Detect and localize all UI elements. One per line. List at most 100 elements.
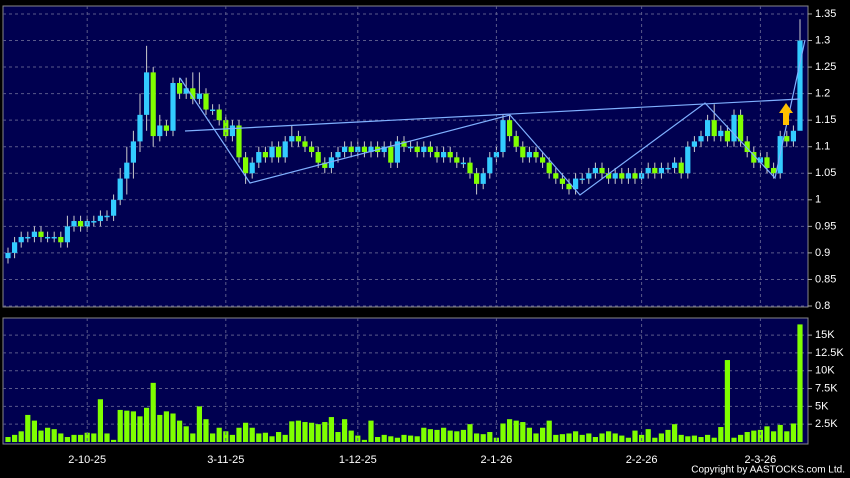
candle-body [625,173,631,179]
candle-body [249,162,255,174]
candle-body [705,120,711,137]
volume-bar [335,432,341,442]
volume-bar [771,431,777,442]
candle-body [658,167,664,174]
candle-body [731,114,737,142]
breakout-arrow [779,103,793,125]
volume-bar [45,427,51,442]
candle-body [751,152,757,163]
plot-layer: 0.8 0.85 0.9 0.95 1 1.05 1.1 1.15 1.2 1.25 1.3 1.35… [3,6,844,466]
candle-body [130,141,136,163]
volume-bar [414,436,420,442]
candle-body [170,82,176,131]
y-tick-label: 1.05 [815,167,836,179]
candle-body [427,146,433,153]
volume-bar [196,406,202,442]
candle-body [309,146,315,153]
candle-body [771,167,777,174]
volume-bar [269,436,275,442]
volume-bar [322,422,328,442]
volume-panel [2,317,809,445]
volume-bar [163,411,169,442]
candle-body [698,136,704,142]
volume-bar [58,433,64,442]
candle-body [454,157,460,163]
volume-bar [84,432,90,442]
candle-body [520,146,526,158]
candle-body [163,125,169,131]
candle-body [645,167,651,174]
volume-bar [295,420,301,442]
y-tick-label: 1.15 [815,114,836,126]
candle-body [579,178,585,181]
candle-body [183,88,189,94]
candle-body [243,157,249,174]
y-tick-label: 0.9 [815,247,830,259]
candle-body [764,157,770,168]
volume-bar [718,427,724,442]
volume-bar [738,434,744,442]
volume-bar [579,434,585,442]
y-tick-label: 12.5K [815,347,844,359]
candle-body [612,173,618,179]
neckline [184,98,801,132]
volume-bar [533,433,539,442]
candle-body [724,130,730,142]
volume-bar [111,439,117,442]
volume-bar [276,432,282,442]
candle-body [256,152,262,163]
candle-body [553,173,559,179]
volume-bar [183,426,189,442]
volume-bar [586,433,592,442]
candle-body [513,136,519,147]
volume-bar [652,437,658,442]
volume-bar [170,413,176,442]
volume-bar [764,426,770,442]
candle-body [355,146,361,153]
candle-body [711,120,717,137]
volume-bar [262,432,268,442]
candle-body [487,157,493,174]
candle-body [124,162,130,179]
volume-bar [685,436,691,442]
y-tick-label: 1.2 [815,88,830,100]
candle-body [71,221,77,227]
volume-bar [513,420,519,442]
volume-bar [249,427,255,442]
volume-bar [18,431,24,442]
candle-body [592,167,598,174]
volume-bar [540,427,546,442]
volume-bar [454,431,460,442]
volume-bar [97,399,103,442]
candle-body [790,130,796,142]
candle-body [91,221,97,223]
volume-bar [289,421,295,442]
volume-bar [665,429,671,442]
volume-bar [678,434,684,442]
volume-bar [401,434,407,442]
candle-body [381,146,387,153]
trend-lines [179,39,806,196]
candle-body [368,146,374,153]
candle-body [619,173,625,179]
candle-body [632,173,638,179]
volume-bar [157,414,163,442]
volume-bar [203,419,209,442]
volume-bar [51,429,57,442]
candle-body [216,109,222,121]
candle-body [5,252,11,259]
candle-body [685,146,691,174]
candle-body [586,173,592,179]
x-tick-label: 1-12-25 [339,454,377,466]
volume-bar [117,409,123,442]
volume-bar [12,434,18,442]
y-tick-label: 1.25 [815,61,836,73]
candle-body [58,236,64,243]
volume-bar [467,424,473,442]
volume-bar [658,433,664,442]
candle-body [229,125,235,137]
candle-body [540,157,546,163]
volume-bar [573,431,579,442]
candle-body [269,146,275,158]
